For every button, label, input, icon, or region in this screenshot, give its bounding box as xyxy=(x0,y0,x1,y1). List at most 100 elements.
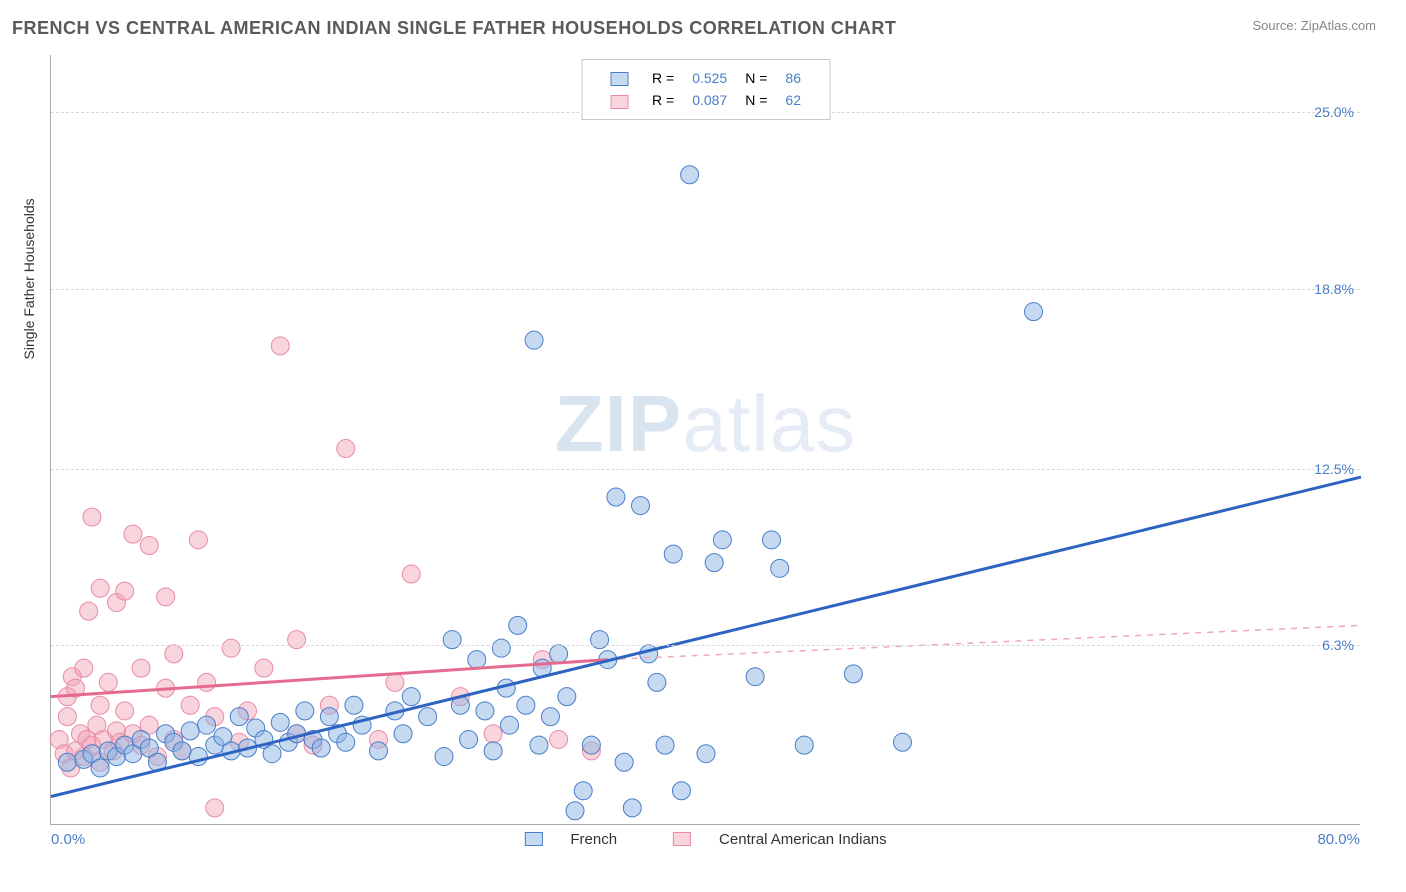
data-point xyxy=(541,708,559,726)
data-point xyxy=(206,799,224,817)
data-point xyxy=(80,602,98,620)
data-point xyxy=(484,742,502,760)
data-point xyxy=(566,802,584,820)
data-point xyxy=(140,537,158,555)
data-point xyxy=(558,688,576,706)
legend-bottom: French Central American Indians xyxy=(496,831,914,851)
data-point xyxy=(435,748,453,766)
data-point xyxy=(632,497,650,515)
scatter-chart: ZIPatlas Single Father Households 0.0% 8… xyxy=(50,55,1360,825)
data-point xyxy=(705,554,723,572)
data-point xyxy=(530,736,548,754)
legend-top: R = 0.525 N = 86 R = 0.087 N = 62 xyxy=(581,59,830,120)
data-point xyxy=(582,736,600,754)
plot-svg xyxy=(51,55,1361,825)
data-point xyxy=(771,559,789,577)
legend-item: French xyxy=(510,831,631,848)
data-point xyxy=(58,708,76,726)
data-point xyxy=(484,725,502,743)
y-tick-label: 12.5% xyxy=(1314,461,1354,477)
data-point xyxy=(623,799,641,817)
data-point xyxy=(402,565,420,583)
data-point xyxy=(763,531,781,549)
data-point xyxy=(370,742,388,760)
x-tick-max: 80.0% xyxy=(1317,831,1360,848)
data-point xyxy=(75,659,93,677)
data-point xyxy=(255,659,273,677)
legend-r-value: 0.087 xyxy=(684,90,735,110)
trend-line xyxy=(608,625,1361,659)
data-point xyxy=(181,696,199,714)
data-point xyxy=(91,696,109,714)
data-point xyxy=(419,708,437,726)
data-point xyxy=(157,588,175,606)
data-point xyxy=(198,716,216,734)
legend-n-label: N = xyxy=(737,68,775,88)
data-point xyxy=(345,696,363,714)
data-point xyxy=(509,616,527,634)
legend-swatch xyxy=(610,95,628,109)
data-point xyxy=(574,782,592,800)
data-point xyxy=(468,651,486,669)
data-point xyxy=(91,579,109,597)
data-point xyxy=(713,531,731,549)
y-tick-label: 6.3% xyxy=(1322,637,1354,653)
data-point xyxy=(165,645,183,663)
legend-r-label: R = xyxy=(644,68,682,88)
data-point xyxy=(312,739,330,757)
data-point xyxy=(648,673,666,691)
legend-r-label: R = xyxy=(644,90,682,110)
y-tick-label: 18.8% xyxy=(1314,281,1354,297)
data-point xyxy=(615,753,633,771)
data-point xyxy=(501,716,519,734)
data-point xyxy=(476,702,494,720)
data-point xyxy=(320,708,338,726)
data-point xyxy=(230,708,248,726)
data-point xyxy=(91,759,109,777)
data-point xyxy=(664,545,682,563)
data-point xyxy=(337,733,355,751)
legend-row: R = 0.525 N = 86 xyxy=(602,68,809,88)
data-point xyxy=(83,508,101,526)
data-point xyxy=(124,525,142,543)
data-point xyxy=(492,639,510,657)
data-point xyxy=(173,742,191,760)
data-point xyxy=(517,696,535,714)
plot-area: ZIPatlas Single Father Households 0.0% 8… xyxy=(50,55,1360,825)
data-point xyxy=(1025,303,1043,321)
legend-label: French xyxy=(570,831,617,848)
legend-n-label: N = xyxy=(737,90,775,110)
legend-r-value: 0.525 xyxy=(684,68,735,88)
gridline xyxy=(51,469,1360,470)
data-point xyxy=(132,659,150,677)
data-point xyxy=(263,745,281,763)
data-point xyxy=(656,736,674,754)
legend-n-value: 86 xyxy=(777,68,809,88)
data-point xyxy=(697,745,715,763)
data-point xyxy=(550,645,568,663)
data-point xyxy=(189,531,207,549)
data-point xyxy=(116,582,134,600)
legend-row: R = 0.087 N = 62 xyxy=(602,90,809,110)
data-point xyxy=(116,702,134,720)
data-point xyxy=(640,645,658,663)
legend-swatch xyxy=(673,832,691,846)
data-point xyxy=(844,665,862,683)
data-point xyxy=(271,713,289,731)
data-point xyxy=(271,337,289,355)
data-point xyxy=(58,753,76,771)
data-point xyxy=(460,730,478,748)
chart-source: Source: ZipAtlas.com xyxy=(1252,18,1376,33)
chart-title: FRENCH VS CENTRAL AMERICAN INDIAN SINGLE… xyxy=(12,18,896,39)
legend-n-value: 62 xyxy=(777,90,809,110)
gridline xyxy=(51,289,1360,290)
data-point xyxy=(402,688,420,706)
legend-item: Central American Indians xyxy=(659,831,901,848)
legend-label: Central American Indians xyxy=(719,831,887,848)
data-point xyxy=(607,488,625,506)
x-tick-min: 0.0% xyxy=(51,831,85,848)
data-point xyxy=(550,730,568,748)
data-point xyxy=(746,668,764,686)
y-axis-title: Single Father Households xyxy=(21,198,37,359)
data-point xyxy=(525,331,543,349)
